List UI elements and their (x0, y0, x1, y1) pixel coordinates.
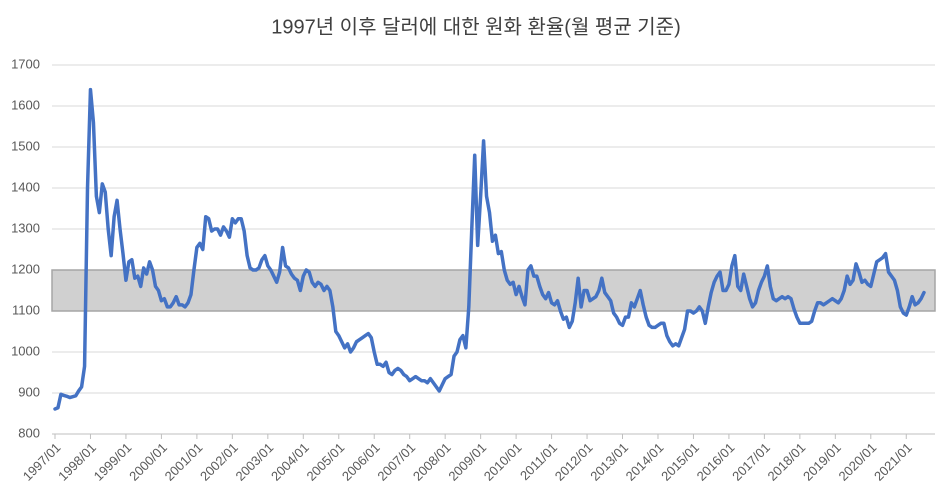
x-tick-label: 2020/01 (836, 440, 880, 484)
line-series (53, 87, 926, 411)
y-tick-label: 1300 (11, 220, 40, 235)
x-tick-label: 2015/01 (658, 440, 702, 484)
x-tick-label: 2006/01 (339, 440, 383, 484)
x-tick-label: 2019/01 (800, 440, 844, 484)
y-tick-label: 1000 (11, 343, 40, 358)
x-tick-label: 2001/01 (162, 440, 206, 484)
x-tick-label: 2008/01 (410, 440, 454, 484)
y-tick-label: 1500 (11, 138, 40, 153)
x-tick-label: 2005/01 (303, 440, 347, 484)
x-tick-label: 2014/01 (623, 440, 667, 484)
x-tick-label: 2004/01 (268, 440, 312, 484)
x-tick-label: 2011/01 (517, 440, 560, 483)
x-tick-label: 2000/01 (126, 440, 170, 484)
y-tick-label: 1700 (11, 56, 40, 71)
x-tick-label: 2021/01 (871, 440, 915, 484)
y-tick-label: 900 (18, 384, 40, 399)
x-tick-label: 2017/01 (729, 440, 773, 484)
x-tick-label: 1998/01 (55, 440, 99, 484)
x-tick-label: 2003/01 (233, 440, 277, 484)
y-tick-label: 1600 (11, 97, 40, 112)
x-tick-label: 2013/01 (587, 440, 631, 484)
x-tick-label: 1997/01 (20, 440, 64, 484)
y-tick-label: 1200 (11, 261, 40, 276)
x-tick-label: 2007/01 (374, 440, 418, 484)
x-tick-label: 1999/01 (91, 440, 135, 484)
x-tick-label: 2002/01 (197, 440, 241, 484)
chart-title: 1997년 이후 달러에 대한 원화 환율(월 평균 기준) (271, 15, 681, 38)
x-tick-label: 2016/01 (694, 440, 738, 484)
x-tick-label: 2018/01 (765, 440, 809, 484)
y-tick-label: 1100 (12, 302, 40, 317)
highlight-band (51, 269, 936, 312)
y-tick-label: 800 (18, 425, 40, 440)
x-tick-label: 2009/01 (445, 440, 489, 484)
x-tick-label: 2012/01 (552, 440, 596, 484)
x-tick-label: 2010/01 (481, 440, 525, 484)
y-tick-label: 1400 (11, 179, 40, 194)
